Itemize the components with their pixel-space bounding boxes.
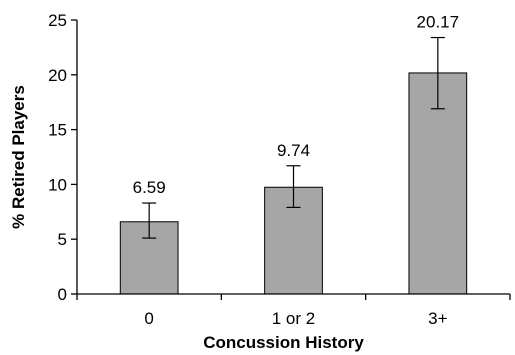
x-tick-label: 1 or 2: [272, 309, 315, 328]
y-tick-label: 15: [48, 121, 67, 140]
x-tick-label: 0: [144, 309, 153, 328]
y-tick-label: 10: [48, 175, 67, 194]
y-tick-label: 20: [48, 66, 67, 85]
data-label: 6.59: [133, 178, 166, 197]
x-axis-ticks: 0 1 or 2 3+: [76, 294, 511, 328]
y-tick-label: 0: [58, 285, 67, 304]
y-axis-title: % Retired Players: [9, 85, 28, 229]
y-tick-label: 5: [58, 230, 67, 249]
x-axis-title: Concussion History: [203, 333, 364, 352]
y-tick-label: 25: [48, 11, 67, 30]
error-bars: [142, 36, 445, 239]
data-label: 20.17: [417, 13, 460, 32]
bars: [119, 72, 468, 295]
bar: [408, 72, 468, 295]
data-labels: 6.59 9.74 20.17: [133, 13, 459, 197]
data-label: 9.74: [277, 141, 310, 160]
x-tick-label: 3+: [428, 309, 447, 328]
y-axis-ticks: 0 5 10 15 20 25: [48, 11, 77, 304]
